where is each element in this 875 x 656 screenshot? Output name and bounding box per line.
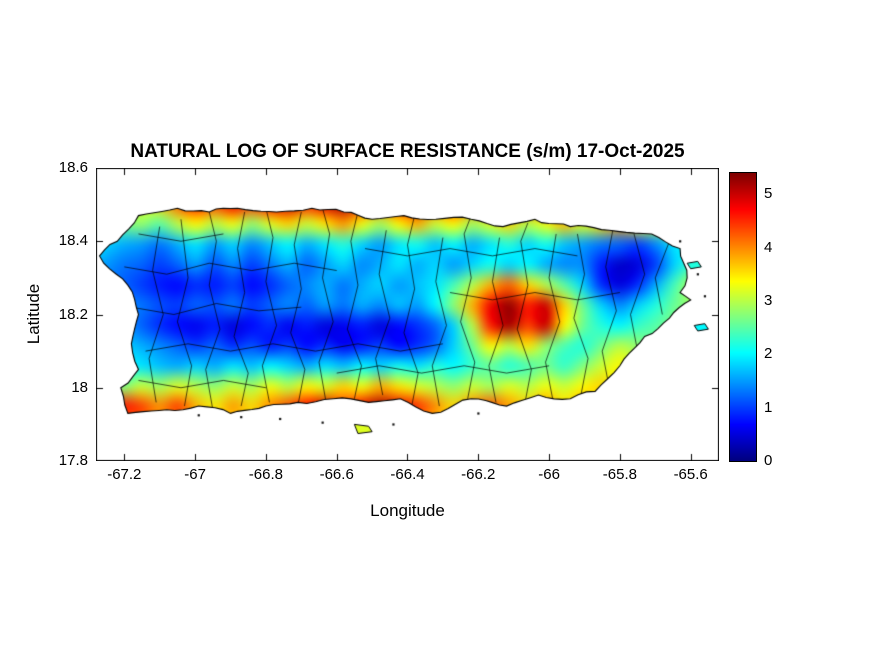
colorbar-tick-label: 5 — [764, 185, 773, 203]
colorbar-tick-label: 1 — [764, 398, 773, 416]
x-tick-label: -66.4 — [390, 466, 425, 483]
y-tick-label: 18.4 — [58, 232, 88, 250]
y-tick-label: 17.8 — [58, 452, 88, 469]
y-tick-label: 18.6 — [58, 159, 88, 176]
y-tick-label: 18 — [71, 378, 88, 396]
x-tick-label: -66 — [538, 466, 560, 483]
colorbar-gradient — [729, 172, 757, 462]
x-tick-label: -65.8 — [602, 466, 637, 483]
x-axis-label: Longitude — [370, 501, 445, 520]
chart-title: NATURAL LOG OF SURFACE RESISTANCE (s/m) … — [130, 141, 685, 162]
x-tick-label: -66.8 — [248, 466, 283, 483]
colorbar-tick-label: 0 — [764, 452, 773, 469]
x-tick-label: -66.6 — [319, 466, 354, 483]
x-tick-label: -65.6 — [673, 466, 708, 483]
x-tick-label: -67.2 — [107, 466, 142, 483]
colorbar-tick-label: 2 — [764, 345, 773, 363]
colorbar-tick-label: 3 — [764, 292, 773, 309]
colorbar-tick-label: 4 — [764, 238, 773, 256]
x-tick-label: -66.2 — [461, 466, 496, 483]
map-canvas — [96, 168, 719, 461]
x-tick-label: -67 — [184, 466, 206, 483]
y-tick-label: 18.2 — [58, 305, 88, 323]
